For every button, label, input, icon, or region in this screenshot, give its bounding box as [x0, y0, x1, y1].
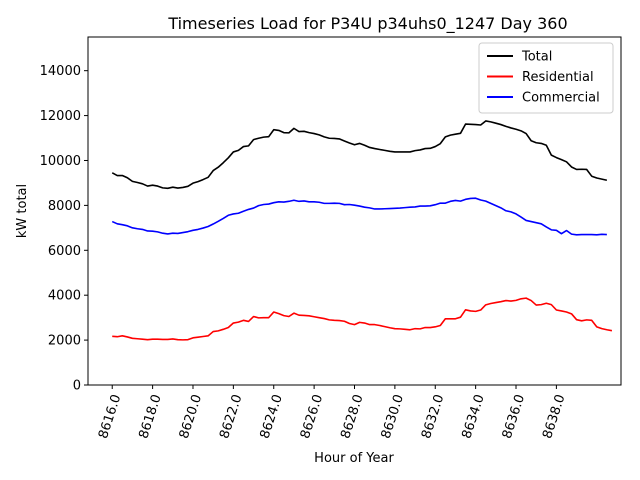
- y-axis-label: kW total: [15, 184, 30, 238]
- x-axis-label: Hour of Year: [314, 451, 394, 466]
- x-tick-label: 8618.0: [136, 393, 164, 441]
- y-tick-label: 4000: [48, 289, 81, 304]
- x-tick-label: 8620.0: [177, 393, 205, 441]
- x-tick-label: 8636.0: [500, 393, 528, 441]
- x-tick-label: 8626.0: [298, 393, 326, 441]
- chart-title: Timeseries Load for P34U p34uhs0_1247 Da…: [167, 14, 567, 34]
- y-tick-label: 12000: [40, 109, 81, 124]
- y-tick-label: 0: [73, 379, 81, 394]
- legend-label-residential: Residential: [522, 70, 594, 85]
- legend-label-commercial: Commercial: [522, 91, 600, 106]
- x-tick-label: 8634.0: [459, 393, 487, 441]
- legend-box: [478, 42, 614, 114]
- y-axis-ticks: 0 2000 4000 6000 8000 10000 12000 14000: [40, 64, 88, 394]
- y-tick-label: 6000: [48, 244, 81, 259]
- x-tick-label: 8628.0: [338, 393, 366, 441]
- legend: Total Residential Commercial: [478, 42, 614, 114]
- plot-layer: [111, 120, 613, 341]
- x-tick-label: 8630.0: [379, 393, 407, 441]
- y-tick-label: 14000: [40, 64, 81, 79]
- x-tick-label: 8632.0: [419, 393, 447, 441]
- series-line-residential: [112, 297, 613, 341]
- legend-label-total: Total: [521, 50, 552, 65]
- x-tick-label: 8638.0: [540, 393, 568, 441]
- y-tick-label: 2000: [48, 334, 81, 349]
- y-tick-label: 10000: [40, 154, 81, 169]
- series-line-total: [111, 120, 608, 190]
- series-line-commercial: [111, 197, 607, 236]
- y-tick-label: 8000: [48, 199, 81, 214]
- x-tick-label: 8622.0: [217, 393, 245, 441]
- x-tick-label: 8616.0: [96, 393, 124, 441]
- x-axis-ticks: 8616.0 8618.0 8620.0 8622.0 8624.0 8626.0 8628…: [96, 385, 569, 441]
- x-tick-label: 8624.0: [258, 393, 286, 441]
